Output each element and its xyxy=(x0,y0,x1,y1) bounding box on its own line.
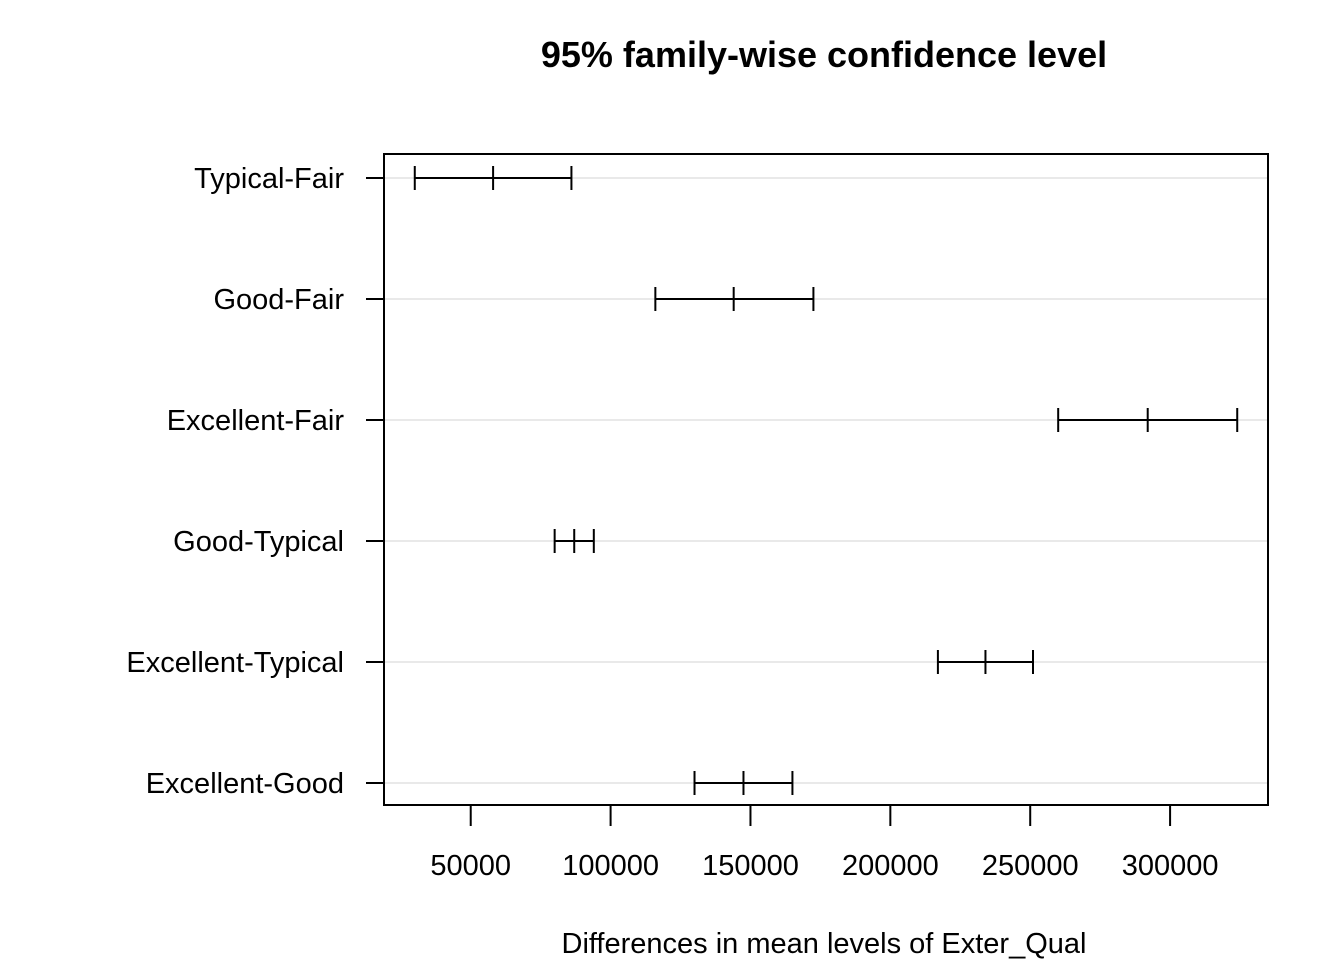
confidence-intervals xyxy=(413,166,1239,795)
plot-frame xyxy=(383,153,1269,806)
chart-title: 95% family-wise confidence level xyxy=(541,34,1107,75)
ci-interval xyxy=(693,771,794,795)
ci-interval xyxy=(1057,408,1239,432)
x-tick-label: 100000 xyxy=(562,850,659,882)
y-tick-label: Excellent-Fair xyxy=(167,405,345,437)
y-tick-label: Good-Typical xyxy=(173,526,344,558)
ci-interval xyxy=(936,650,1035,674)
y-tick-label: Typical-Fair xyxy=(194,163,344,195)
y-tick-label: Excellent-Good xyxy=(146,768,344,800)
ci-interval xyxy=(553,529,595,553)
grid-lines xyxy=(384,177,1268,784)
x-tick-label: 150000 xyxy=(702,850,799,882)
x-tick-label: 200000 xyxy=(842,850,939,882)
x-axis: 50000 100000 150000 200000 250000 300000 xyxy=(430,805,1218,882)
y-tick-label: Good-Fair xyxy=(213,284,344,316)
x-axis-label: Differences in mean levels of Exter_Qual xyxy=(562,928,1087,960)
x-tick-label: 250000 xyxy=(982,850,1079,882)
ci-interval xyxy=(413,166,573,190)
y-axis: Typical-Fair Good-Fair Excellent-Fair Good-… xyxy=(126,163,384,800)
x-tick-label: 50000 xyxy=(430,850,511,882)
x-tick-label: 300000 xyxy=(1122,850,1219,882)
y-tick-label: Excellent-Typical xyxy=(126,647,344,679)
ci-interval xyxy=(654,287,815,311)
